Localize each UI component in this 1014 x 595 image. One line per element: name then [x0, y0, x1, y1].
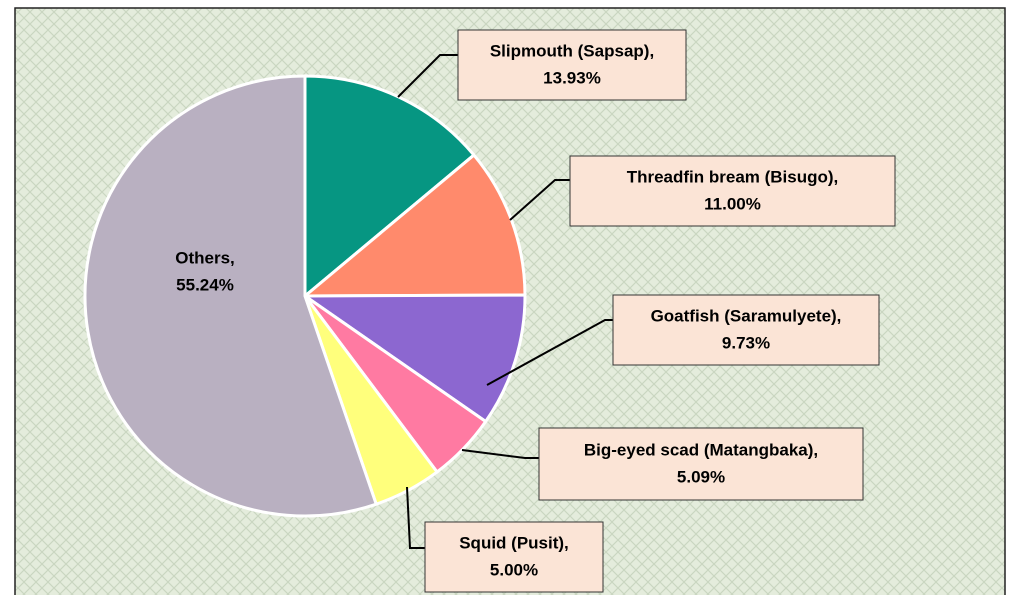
- leader-line: [397, 54, 458, 98]
- category-label: Goatfish (Saramulyete),: [651, 306, 842, 325]
- pie-slice: [83, 74, 379, 518]
- value-label: 5.09%: [677, 467, 725, 486]
- label-box: [612, 294, 880, 366]
- label-box: [424, 521, 604, 593]
- value-label: 11.00%: [704, 194, 761, 213]
- category-label: Threadfin bream (Bisugo),: [627, 167, 839, 186]
- category-label: Slipmouth (Sapsap),: [490, 41, 654, 60]
- category-label: Squid (Pusit),: [459, 533, 569, 552]
- leader-line: [486, 319, 613, 386]
- value-label: 5.00%: [490, 560, 538, 579]
- pie-slice: [300, 152, 527, 298]
- value-label: 9.73%: [722, 333, 770, 352]
- value-label: 13.93%: [543, 68, 601, 87]
- pie-slice: [300, 293, 527, 424]
- leader-line: [461, 449, 539, 459]
- pie: [83, 74, 527, 518]
- value-label: 55.24%: [176, 275, 234, 294]
- labels: Slipmouth (Sapsap), 13.93% Threadfin bream…: [175, 29, 896, 593]
- label-box: [457, 29, 687, 101]
- leader-line: [509, 179, 570, 221]
- category-label: Others,: [175, 248, 235, 267]
- category-label: Big-eyed scad (Matangbaka),: [584, 440, 818, 459]
- leader-line: [406, 486, 425, 549]
- label-box: [538, 427, 864, 501]
- label-box: [569, 155, 896, 227]
